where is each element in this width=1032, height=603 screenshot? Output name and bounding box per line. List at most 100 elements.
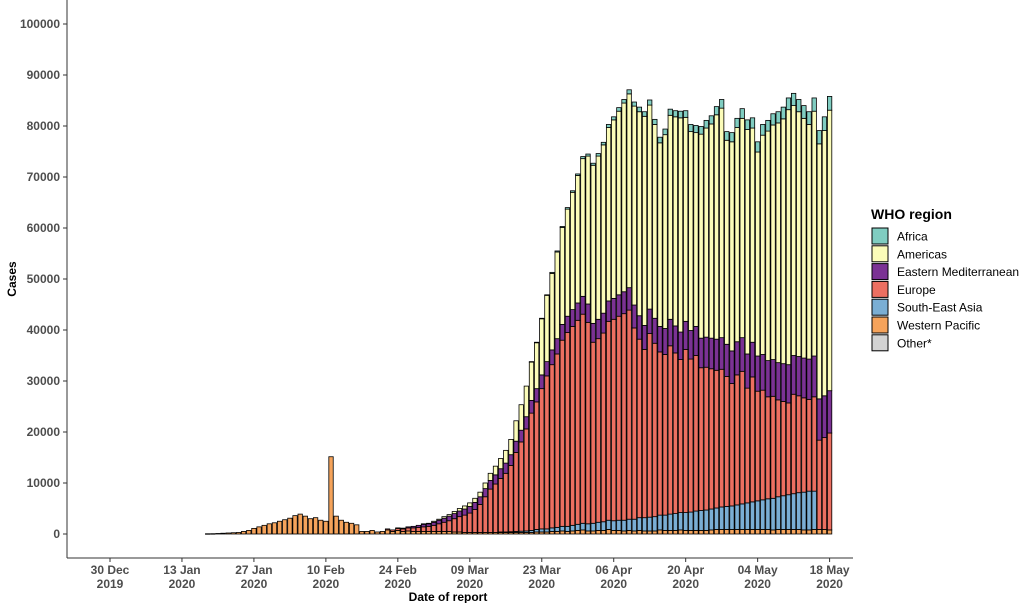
bar-segment — [523, 416, 529, 430]
bar-segment — [498, 468, 504, 479]
bar-segment — [631, 105, 637, 306]
bar-segment — [575, 173, 581, 176]
bar-segment — [605, 127, 612, 302]
bar-segment — [652, 118, 658, 125]
bar-segment — [821, 395, 828, 439]
bar-segment — [595, 530, 601, 535]
bar-segment — [683, 530, 689, 535]
bar-segment — [641, 348, 648, 519]
bar-segment — [426, 525, 432, 532]
legend-swatch — [871, 316, 889, 334]
bar-segment — [775, 529, 781, 535]
bar-segment — [631, 518, 637, 532]
bar-segment — [585, 530, 591, 535]
bar-segment — [462, 505, 468, 510]
bar-segment — [230, 532, 236, 535]
bar-segment — [734, 374, 740, 506]
bar-segment — [739, 503, 745, 530]
bar-segment — [755, 141, 761, 153]
bar-segment — [570, 190, 576, 193]
legend-label: South-East Asia — [897, 301, 983, 315]
bar-segment — [729, 350, 735, 384]
bar-segment — [420, 526, 427, 532]
bar-segment — [647, 99, 653, 106]
bar-segment — [636, 338, 643, 519]
bar-segment — [662, 134, 668, 329]
bar-segment — [801, 105, 807, 119]
bar-segment — [760, 124, 766, 136]
bar-segment — [749, 341, 756, 378]
bar-segment — [765, 360, 771, 398]
bar-segment — [688, 530, 694, 535]
bar-segment — [616, 110, 622, 296]
bar-segment — [379, 531, 386, 535]
bar-segment — [749, 127, 756, 343]
bar-segment — [677, 512, 684, 531]
bar-segment — [523, 428, 529, 532]
y-tick-label: 50000 — [27, 272, 61, 286]
bar-segment — [821, 130, 828, 397]
bar-segment — [549, 272, 555, 351]
bar-segment — [667, 114, 673, 320]
bar-segment — [611, 297, 617, 320]
y-tick-label: 90000 — [27, 68, 61, 82]
bar-segment — [415, 526, 422, 532]
bar-segment — [585, 321, 591, 525]
bar-segment — [827, 529, 833, 535]
bar-segment — [647, 530, 653, 535]
bar-segment — [302, 515, 308, 535]
bar-segment — [816, 130, 822, 145]
bar-segment — [616, 315, 622, 521]
bar-segment — [549, 527, 555, 532]
bar-segment — [605, 300, 612, 322]
bar-segment — [780, 529, 786, 535]
bar-segment — [611, 520, 617, 531]
bar-segment — [492, 465, 499, 476]
bar-segment — [724, 343, 730, 377]
x-tick-label: 20 Apr — [667, 563, 704, 577]
bar-segment — [431, 521, 437, 526]
bar-segment — [636, 106, 643, 113]
bar-segment — [456, 510, 463, 518]
bar-segment — [441, 521, 447, 532]
bar-segment — [271, 522, 278, 535]
bar-segment — [554, 338, 560, 355]
legend-title: WHO region — [871, 206, 952, 222]
bar-segment — [729, 141, 735, 352]
bar-segment — [564, 208, 571, 317]
bar-segment — [570, 191, 576, 311]
bar-segment — [590, 530, 596, 535]
y-axis-title: Cases — [5, 261, 19, 297]
bar-segment — [719, 368, 725, 508]
bar-segment — [477, 504, 483, 533]
bar-segment — [580, 295, 586, 315]
bar-segment — [503, 472, 509, 533]
bar-segment — [600, 312, 607, 334]
bar-segment — [693, 326, 699, 356]
bar-segment — [559, 530, 565, 535]
bar-segment — [729, 132, 735, 143]
bar-segment — [708, 368, 714, 510]
bar-segment — [343, 521, 350, 535]
x-tick-label: 30 Dec — [91, 563, 130, 577]
bar-segment — [539, 317, 545, 320]
bar-segment — [713, 106, 720, 116]
bar-segment — [729, 505, 735, 530]
bar-segment — [410, 525, 416, 529]
bar-segment — [631, 327, 637, 520]
bar-segment — [770, 359, 776, 397]
bar-segment — [528, 399, 535, 414]
bar-segment — [652, 124, 658, 319]
x-tick-label-year: 2020 — [672, 577, 699, 591]
legend-swatch — [871, 227, 889, 245]
bar-segment — [210, 533, 216, 535]
bar-segment — [791, 105, 797, 356]
bar-segment — [693, 132, 699, 327]
bar-segment — [446, 514, 452, 517]
bar-segment — [364, 531, 370, 535]
bars-layer — [205, 89, 833, 535]
bar-segment — [749, 529, 756, 535]
bar-segment — [755, 151, 761, 357]
bar-segment — [426, 522, 432, 525]
bar-segment — [503, 462, 509, 474]
